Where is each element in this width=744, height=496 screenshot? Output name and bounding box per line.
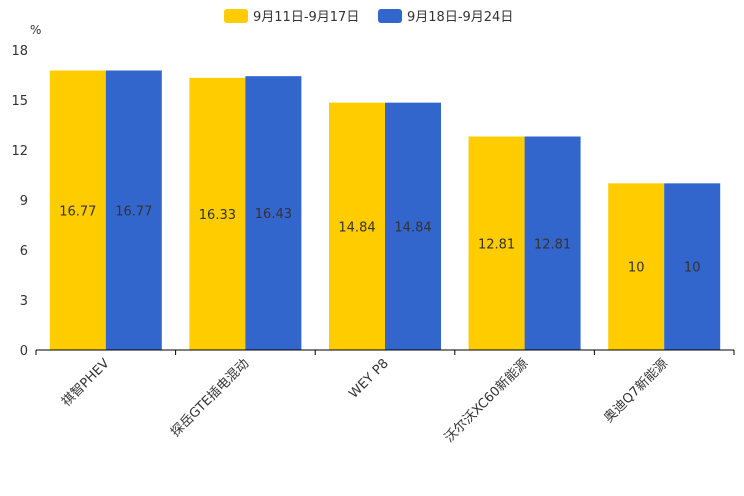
legend-swatch-2 bbox=[378, 9, 402, 23]
y-axis-ticks: 0 3 6 9 12 15 18 bbox=[11, 44, 28, 359]
y-axis-unit: % bbox=[30, 23, 41, 37]
y-tick-label: 3 bbox=[20, 294, 28, 309]
y-tick-label: 12 bbox=[11, 144, 28, 159]
data-label: 12.81 bbox=[478, 237, 515, 252]
data-label: 16.77 bbox=[115, 204, 152, 219]
bar-2-4 bbox=[524, 136, 581, 350]
bar-1-1 bbox=[49, 70, 106, 350]
bar-2-2 bbox=[245, 76, 302, 351]
data-label: 16.43 bbox=[255, 207, 292, 222]
legend-swatch-1 bbox=[224, 9, 248, 23]
x-category-label: 奥迪Q7新能源 bbox=[601, 356, 671, 426]
bar-2-1 bbox=[105, 70, 162, 350]
bar-2-3 bbox=[385, 102, 441, 351]
x-category-label: 祺智PHEV bbox=[59, 356, 113, 410]
bar-1-5 bbox=[608, 183, 665, 350]
bar-1-2 bbox=[189, 77, 246, 350]
data-label: 10 bbox=[628, 261, 645, 276]
bar-1-3 bbox=[329, 102, 385, 351]
x-axis-labels: 祺智PHEV 探岳GTE插电混动 WEY P8 沃尔沃XC60新能源 奥迪Q7新能源 bbox=[59, 356, 671, 446]
x-axis-ticks bbox=[35, 350, 735, 355]
data-label: 16.33 bbox=[199, 208, 236, 223]
y-tick-label: 0 bbox=[20, 344, 28, 359]
bars bbox=[49, 70, 721, 351]
data-label: 16.77 bbox=[59, 204, 96, 219]
data-label: 10 bbox=[684, 261, 701, 276]
bar-2-5 bbox=[664, 183, 721, 350]
x-category-label: WEY P8 bbox=[346, 356, 391, 401]
data-labels: 16.77 16.77 16.33 16.43 14.84 14.84 12.81 12.81… bbox=[59, 204, 700, 275]
data-label: 14.84 bbox=[394, 220, 431, 235]
y-tick-label: 9 bbox=[20, 194, 28, 209]
y-tick-label: 6 bbox=[20, 244, 28, 259]
data-label: 14.84 bbox=[338, 220, 375, 235]
y-tick-label: 18 bbox=[11, 44, 28, 59]
legend-label-2: 9月18日-9月24日 bbox=[407, 10, 513, 25]
x-category-label: 探岳GTE插电混动 bbox=[168, 356, 252, 440]
bar-1-4 bbox=[468, 136, 525, 350]
legend: 9月11日-9月17日 9月18日-9月24日 bbox=[224, 9, 513, 25]
x-category-label: 沃尔沃XC60新能源 bbox=[441, 356, 531, 446]
legend-label-1: 9月11日-9月17日 bbox=[253, 10, 359, 25]
data-label: 12.81 bbox=[534, 237, 571, 252]
y-tick-label: 15 bbox=[11, 94, 28, 109]
